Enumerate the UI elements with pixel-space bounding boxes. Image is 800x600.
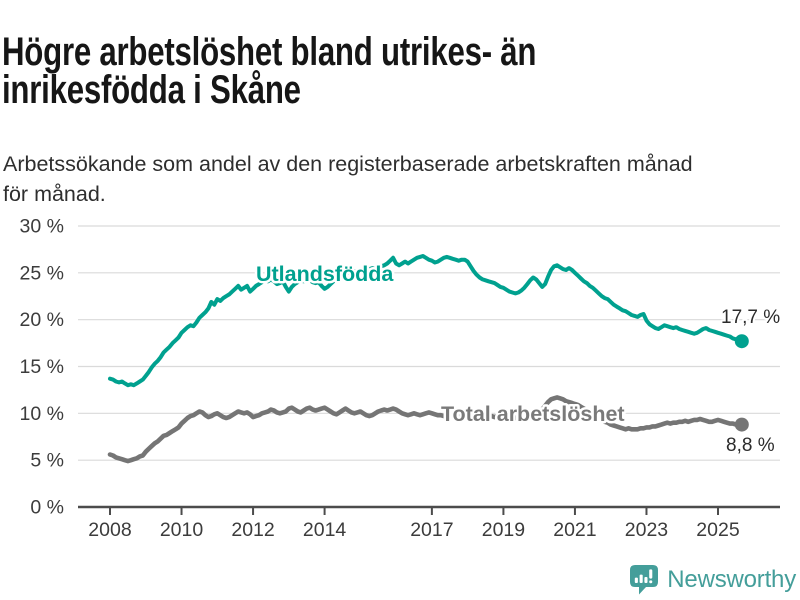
series-label-utlandsfodda: Utlandsfödda <box>256 262 394 286</box>
bar-chart-glyph <box>635 569 653 584</box>
x-tick-label: 2023 <box>625 519 668 541</box>
chart-subtitle-line1: Arbetssökande som andel av den registerb… <box>3 151 693 176</box>
x-tick-label: 2021 <box>553 519 596 541</box>
chart-subtitle: Arbetssökande som andel av den registerb… <box>3 149 693 209</box>
series-end-dot <box>734 334 749 349</box>
series-lines <box>107 254 749 464</box>
series-line <box>108 254 744 388</box>
gridlines: 0 % 5 % 10 % 15 % 20 % 25 % 30 % <box>20 215 780 519</box>
y-tick-label: 25 % <box>20 262 64 284</box>
x-tick-label: 2010 <box>160 519 204 541</box>
chart-subtitle-line2: för månad. <box>3 181 106 206</box>
x-tick-label: 2017 <box>410 519 453 541</box>
x-tick-label: 2014 <box>303 519 347 541</box>
x-tick-label: 2019 <box>482 519 525 541</box>
brand-name: Newsworthy <box>667 566 796 593</box>
series-end-dot <box>734 417 749 432</box>
series-label-total-arbetsloshet: Total arbetslöshet <box>441 402 625 426</box>
x-tick-label: 2025 <box>696 519 740 541</box>
y-tick-label: 5 % <box>30 450 64 472</box>
chart-title-line1: Högre arbetslöshet bland utrikes- än <box>2 29 537 74</box>
newsworthy-logo[interactable]: Newsworthy <box>630 565 796 595</box>
x-tick-label: 2012 <box>231 519 274 541</box>
y-tick-label: 0 % <box>30 497 64 519</box>
chart-title: Högre arbetslöshet bland utrikes- än inri… <box>2 29 537 112</box>
series-line <box>107 395 745 464</box>
chart-title-line2: inrikesfödda i Skåne <box>2 67 301 112</box>
end-value-label-utlandsfodda: 17,7 % <box>721 307 780 328</box>
y-tick-label: 10 % <box>20 403 64 425</box>
y-tick-label: 15 % <box>20 356 64 378</box>
y-tick-label: 20 % <box>20 309 64 331</box>
end-value-label-total-arbetsloshet: 8,8 % <box>726 435 775 456</box>
y-tick-label: 30 % <box>20 215 64 237</box>
x-axis: 2008 2010 2012 2014 2017 2019 2021 2023 2025 <box>78 505 780 541</box>
x-tick-label: 2008 <box>88 519 131 541</box>
newsworthy-bubble-icon <box>630 565 659 595</box>
